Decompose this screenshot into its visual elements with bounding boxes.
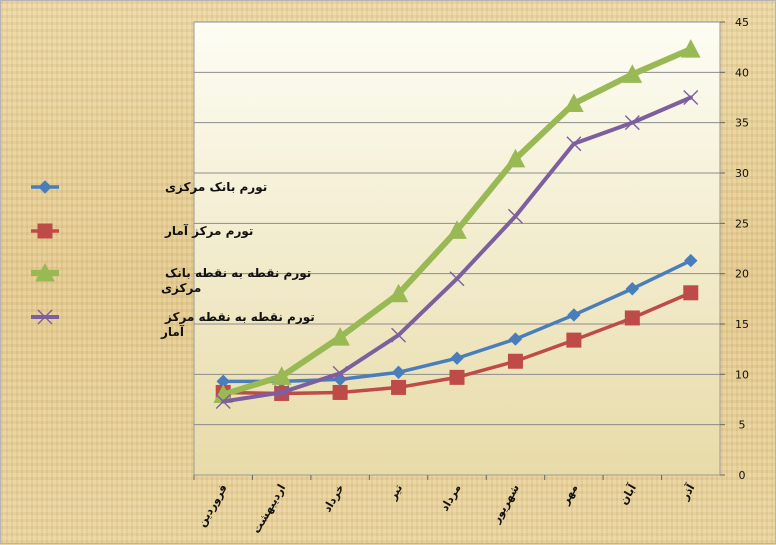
data-point-triangle [330, 327, 350, 346]
data-point-triangle [388, 283, 409, 303]
data-point-triangle [564, 93, 584, 113]
legend-label: تورم نقطه به نقطه بانک [165, 266, 311, 281]
data-point-square [37, 223, 53, 239]
legend-label: مرکزی [161, 281, 201, 295]
x-tick-label: فروردین [195, 482, 230, 529]
data-point-diamond [450, 351, 464, 365]
series-layer [213, 39, 701, 410]
x-tick-label: شهریور [489, 482, 522, 526]
data-point-square [507, 353, 523, 369]
y-tick-label: 15 [735, 318, 749, 331]
data-point-triangle [447, 220, 467, 239]
series-2 [215, 285, 699, 401]
data-point-diamond [508, 332, 523, 346]
y-tick-label: 35 [735, 117, 749, 130]
data-point-diamond [38, 180, 52, 194]
data-point-square [566, 332, 582, 348]
data-point-triangle [35, 262, 55, 282]
x-tick-label: خرداد [321, 482, 347, 514]
x-axis: فروردین اردیبهشت خرداد تیر مرداد شهریور مهر آبا… [193, 475, 698, 536]
data-point-cross [391, 327, 407, 343]
data-point-cross [215, 394, 231, 410]
series-1 [216, 253, 698, 389]
x-tick-label: مهر [558, 482, 580, 507]
data-point-cross [37, 309, 53, 325]
data-point-square [449, 369, 465, 385]
y-axis: 0 5 10 15 20 25 30 35 40 45 [720, 16, 749, 482]
data-point-triangle [271, 366, 292, 385]
series-3 [213, 39, 701, 403]
legend-item: تورم مرکز آمار [31, 223, 253, 239]
legend-label: تورم نقطه به نقطه مرکز [164, 310, 315, 325]
y-tick-label: 45 [735, 16, 749, 29]
x-tick-label: آبان [616, 481, 639, 507]
data-point-triangle [505, 148, 526, 168]
x-tick-label: مرداد [438, 482, 464, 513]
y-tick-label: 20 [735, 268, 749, 281]
series-4 [215, 90, 699, 410]
x-tick-label: تیر [386, 482, 405, 503]
data-point-square [683, 285, 699, 301]
legend-label: آمار [160, 324, 185, 339]
data-point-cross [332, 365, 348, 381]
y-tick-label: 30 [735, 167, 749, 180]
data-point-triangle [622, 64, 643, 83]
x-tick-label: آذر [677, 481, 698, 503]
data-point-cross [507, 208, 523, 224]
data-point-diamond [684, 253, 698, 268]
data-point-square [624, 310, 640, 326]
data-point-diamond [567, 308, 581, 322]
legend-item: تورم بانک مرکزی [31, 180, 267, 195]
y-tick-label: 10 [735, 368, 749, 381]
plot-area [193, 21, 721, 476]
y-tick-label: 0 [739, 469, 746, 482]
y-tick-label: 25 [735, 217, 749, 230]
legend: تورم بانک مرکزی تورم مرکز آمار تورم نقطه ب… [31, 180, 315, 339]
data-point-triangle [680, 39, 701, 58]
x-tick-label: اردیبهشت [250, 482, 288, 536]
y-tick-label: 5 [739, 419, 746, 432]
data-point-cross [449, 271, 465, 287]
data-point-diamond [625, 282, 640, 296]
data-point-cross [624, 115, 640, 131]
legend-label: تورم بانک مرکزی [165, 180, 267, 195]
data-point-diamond [391, 365, 406, 380]
legend-label: تورم مرکز آمار [164, 223, 253, 239]
y-tick-label: 40 [735, 66, 749, 79]
data-point-cross [566, 136, 582, 152]
data-point-cross [683, 90, 699, 105]
data-point-cross [274, 384, 290, 400]
data-point-square [391, 379, 407, 395]
data-point-square [332, 384, 348, 400]
